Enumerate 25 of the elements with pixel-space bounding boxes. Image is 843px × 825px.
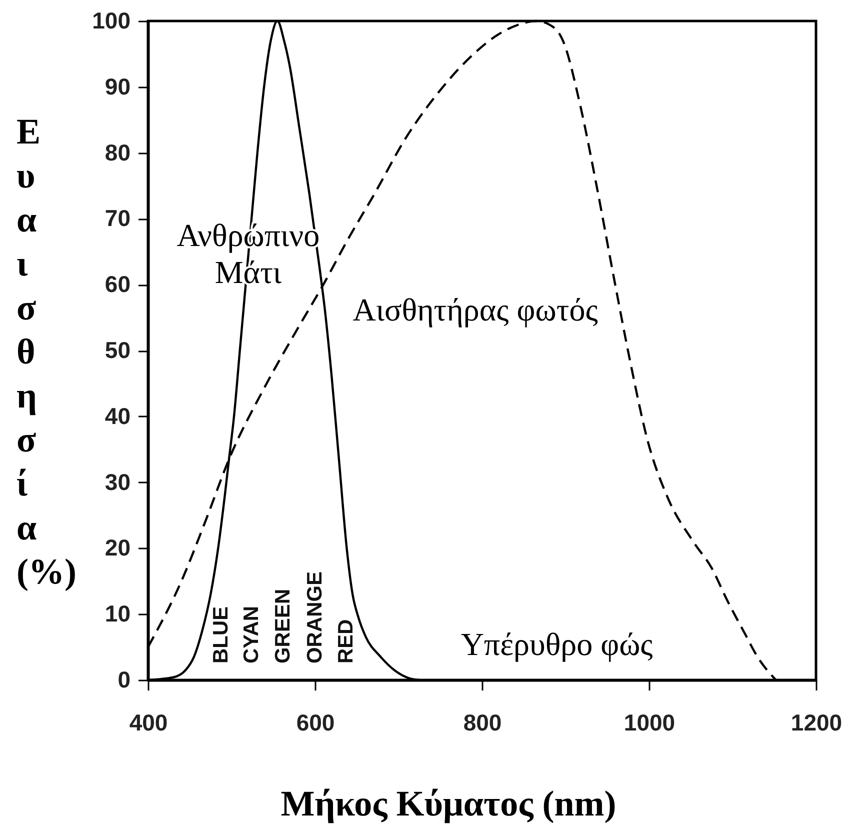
y-tick-label: 30 bbox=[104, 468, 130, 495]
annotation: GREEN bbox=[271, 588, 294, 664]
y-tick-label: 80 bbox=[104, 139, 130, 166]
x-tick-label: 400 bbox=[129, 710, 168, 736]
y-tick-label: 60 bbox=[104, 271, 130, 298]
annotation: BLUE bbox=[209, 606, 232, 664]
y-tick-label: 10 bbox=[104, 600, 130, 627]
annotation: RED bbox=[334, 619, 358, 664]
y-tick-label: 70 bbox=[104, 205, 130, 232]
y-tick-label: 50 bbox=[104, 337, 130, 363]
annotation: ORANGE bbox=[304, 571, 327, 664]
y-tick-label: 40 bbox=[104, 402, 130, 429]
y-tick-label: 20 bbox=[104, 534, 130, 561]
y-tick-label: 0 bbox=[118, 666, 130, 692]
x-axis-title: Μήκος Κύματος (nm) bbox=[280, 784, 616, 824]
x-tick-label: 1000 bbox=[624, 710, 676, 736]
y-tick-label: 90 bbox=[104, 73, 130, 100]
text: Ευαισθησία (%) bbox=[16, 112, 76, 592]
annotation: Υπέρυθρο φώς bbox=[460, 626, 654, 662]
x-tick-label: 800 bbox=[463, 710, 502, 736]
series-label: Αισθητήρας φωτός bbox=[352, 291, 598, 328]
x-tick-label: 600 bbox=[296, 710, 335, 736]
annotation: CYAN bbox=[240, 606, 264, 664]
x-tick-label: 1200 bbox=[790, 710, 842, 736]
y-tick-label: 100 bbox=[92, 8, 130, 34]
